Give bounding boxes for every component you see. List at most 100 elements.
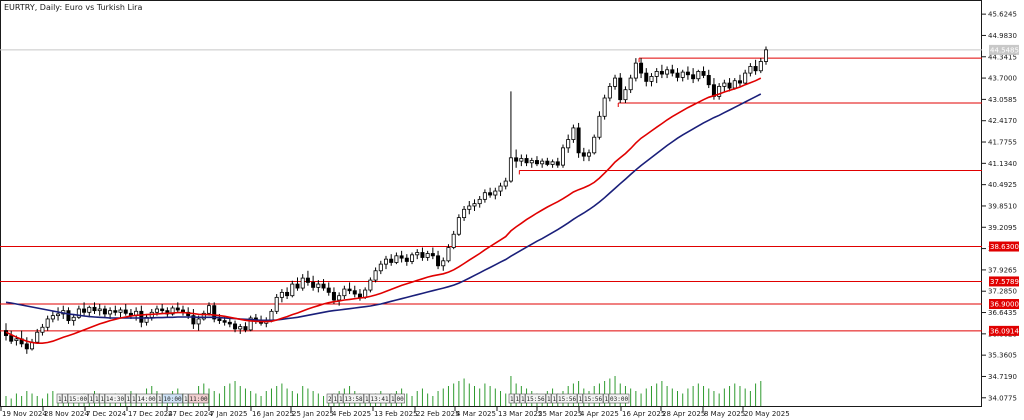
- candle-body: [436, 255, 441, 267]
- candle-body: [613, 77, 618, 87]
- event-marker-box: [551, 393, 557, 404]
- candle-body: [66, 310, 71, 322]
- candle-body: [670, 69, 675, 74]
- y-tick-label: 37.2850: [988, 288, 1017, 296]
- candle-body: [446, 247, 451, 262]
- event-marker-label: 1: [605, 396, 609, 403]
- event-marker-label: 1: [339, 396, 343, 403]
- y-tick-label: 43.7000: [988, 75, 1017, 83]
- candle-body: [243, 326, 248, 331]
- candle-body: [311, 282, 316, 288]
- candle-body: [581, 152, 586, 157]
- candle-body: [410, 254, 415, 262]
- x-tick-label: 4 Feb 2025: [332, 410, 371, 418]
- candle-body: [35, 331, 40, 343]
- candle-body: [503, 180, 508, 187]
- candle-body: [524, 158, 529, 164]
- candle-body: [56, 313, 61, 317]
- price-line-badge: [989, 299, 1019, 310]
- event-marker-box: [326, 393, 333, 404]
- y-tick-label: 41.7755: [988, 139, 1017, 147]
- candle-body: [472, 203, 477, 207]
- candle-body: [300, 277, 305, 289]
- candle-body: [701, 71, 706, 76]
- x-tick-label: 20 May 2025: [744, 410, 790, 418]
- event-marker-label: 1: [391, 396, 395, 403]
- x-tick-label: 4 Mar 2025: [456, 410, 496, 418]
- event-marker-label: 1: [553, 396, 557, 403]
- candle-body: [560, 147, 565, 166]
- price-line-badge: [989, 241, 1019, 252]
- event-marker-box: [389, 393, 396, 404]
- event-marker-label: 13:41: [371, 396, 389, 403]
- candle-body: [326, 287, 331, 293]
- candle-body: [24, 343, 29, 350]
- candle-body: [279, 291, 284, 298]
- candle-body: [71, 316, 76, 322]
- x-tick-label: 13 Feb 2025: [374, 410, 418, 418]
- event-marker-label: 1: [521, 396, 525, 403]
- y-tick-label: 45.6245: [988, 11, 1017, 19]
- candle-body: [722, 82, 727, 87]
- candle-body: [196, 318, 201, 325]
- candle-body: [597, 115, 602, 138]
- candle-body: [108, 310, 113, 315]
- event-marker-label: 1: [95, 396, 99, 403]
- candle-body: [696, 71, 701, 80]
- candle-body: [222, 320, 227, 323]
- candle-body: [618, 77, 623, 101]
- candle-body: [555, 161, 560, 166]
- event-marker-label: 1: [510, 396, 514, 403]
- event-marker-label: 1: [64, 396, 68, 403]
- candle-body: [191, 315, 196, 325]
- candle-body: [139, 310, 144, 323]
- candle-body: [352, 290, 357, 295]
- candle-body: [76, 308, 81, 318]
- candle-body: [14, 338, 19, 341]
- candle-body: [305, 277, 310, 283]
- candle-body: [493, 190, 498, 196]
- y-tick-label: 35.3605: [988, 352, 1017, 360]
- candle-body: [97, 308, 102, 312]
- price-line-badge-label: 37.5789: [990, 278, 1019, 286]
- candle-body: [451, 233, 456, 248]
- x-tick-label: 4 Apr 2025: [580, 410, 619, 418]
- candle-body: [92, 306, 97, 312]
- moving-average-blue: [5, 93, 762, 322]
- candle-body: [649, 76, 654, 82]
- x-tick-label: 22 Feb 2025: [416, 410, 460, 418]
- x-tick-label: 16 Apr 2025: [622, 410, 665, 418]
- candle-body: [706, 75, 711, 86]
- event-marker-label: 1: [158, 396, 162, 403]
- y-tick-label: 42.4170: [988, 117, 1017, 125]
- candle-body: [587, 152, 592, 157]
- x-tick-label: 13 Mar 2025: [498, 410, 542, 418]
- candle-body: [644, 72, 649, 82]
- candle-body: [488, 192, 493, 196]
- candle-body: [602, 97, 607, 117]
- candle-body: [685, 71, 690, 76]
- candle-body: [550, 161, 555, 165]
- candle-body: [665, 69, 670, 75]
- event-marker-label: 1: [579, 396, 583, 403]
- candle-body: [50, 315, 55, 320]
- candle-body: [415, 252, 420, 256]
- event-marker-box: [603, 393, 609, 404]
- event-marker-box: [182, 393, 189, 404]
- event-marker-box: [93, 393, 100, 404]
- candle-body: [269, 310, 274, 321]
- candle-body: [576, 127, 581, 154]
- candle-body: [441, 260, 446, 267]
- event-marker-label: 15:56: [558, 396, 576, 403]
- event-marker-box: [56, 393, 63, 404]
- y-tick-label: 40.4925: [988, 181, 1017, 189]
- candle-body: [373, 270, 378, 281]
- candle-body: [654, 71, 659, 77]
- candle-body: [248, 317, 253, 331]
- event-marker-box: [525, 393, 546, 404]
- event-marker-box: [104, 393, 126, 404]
- candle-body: [175, 307, 180, 311]
- event-marker-box: [556, 393, 578, 404]
- x-tick-label: 17 Dec 2024: [128, 410, 173, 418]
- candle-body: [87, 306, 92, 313]
